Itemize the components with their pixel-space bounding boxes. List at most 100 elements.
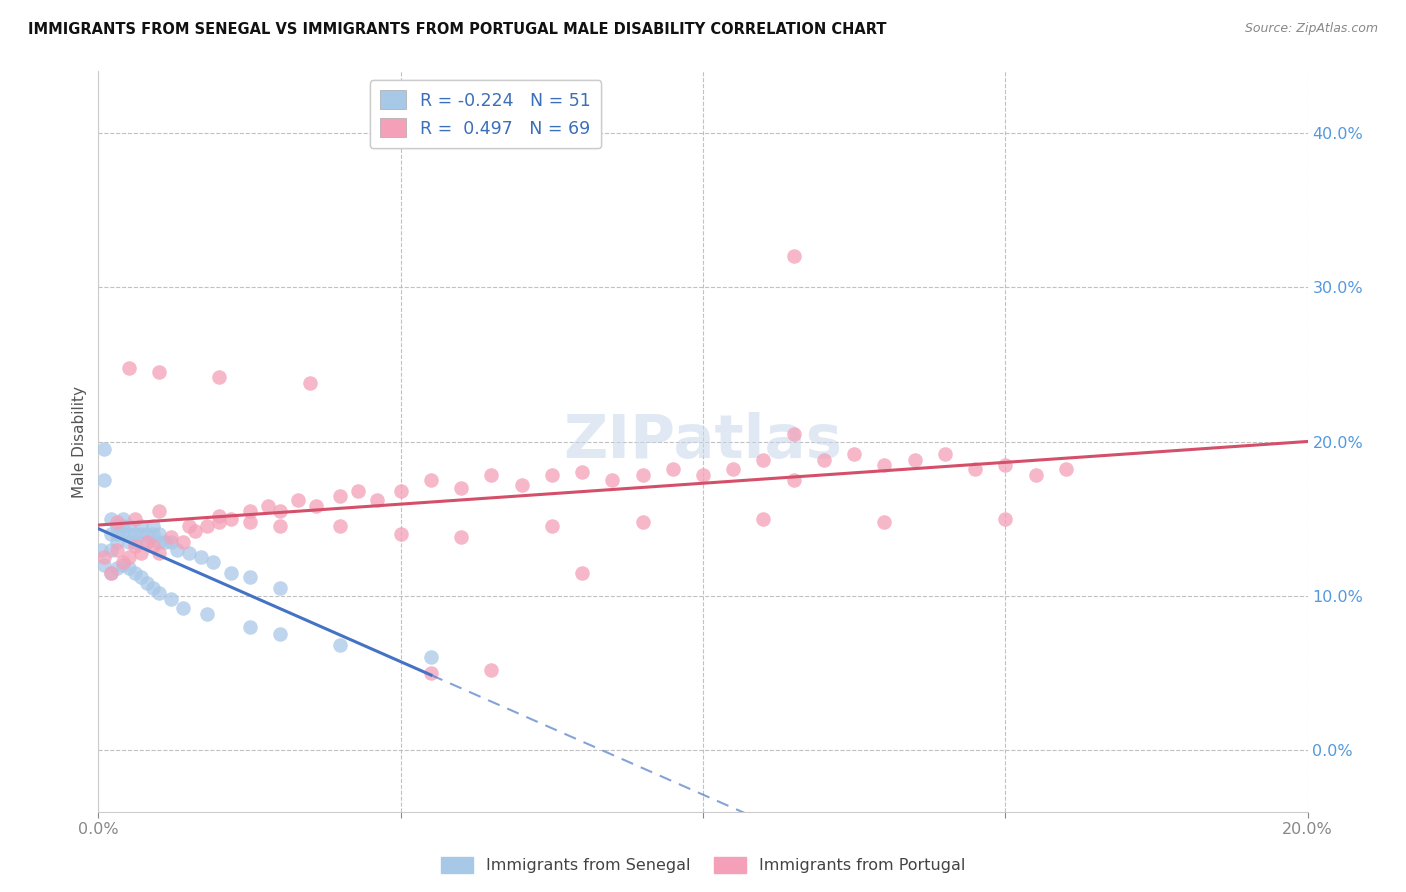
- Point: [172, 534, 194, 549]
- Point: [118, 519, 141, 533]
- Point: [142, 527, 165, 541]
- Point: [723, 462, 745, 476]
- Point: [450, 481, 472, 495]
- Point: [111, 519, 134, 533]
- Point: [124, 566, 146, 580]
- Point: [202, 555, 225, 569]
- Point: [602, 473, 624, 487]
- Y-axis label: Male Disability: Male Disability: [72, 385, 87, 498]
- Point: [129, 519, 152, 533]
- Point: [269, 504, 291, 518]
- Point: [631, 468, 654, 483]
- Point: [93, 558, 115, 572]
- Point: [783, 250, 806, 264]
- Point: [256, 500, 278, 514]
- Point: [129, 546, 152, 560]
- Point: [148, 585, 170, 599]
- Point: [118, 550, 141, 565]
- Point: [329, 638, 352, 652]
- Point: [481, 468, 503, 483]
- Point: [873, 515, 896, 529]
- Point: [142, 540, 165, 554]
- Point: [111, 558, 134, 572]
- Legend: R = -0.224   N = 51, R =  0.497   N = 69: R = -0.224 N = 51, R = 0.497 N = 69: [370, 80, 602, 148]
- Point: [1024, 468, 1046, 483]
- Point: [347, 483, 370, 498]
- Point: [510, 477, 533, 491]
- Point: [420, 665, 443, 680]
- Point: [142, 519, 165, 533]
- Point: [148, 504, 170, 518]
- Point: [661, 462, 683, 476]
- Point: [420, 650, 443, 665]
- Point: [111, 527, 134, 541]
- Point: [100, 566, 122, 580]
- Point: [118, 527, 141, 541]
- Point: [994, 511, 1017, 525]
- Text: ZIPatlas: ZIPatlas: [564, 412, 842, 471]
- Point: [124, 540, 146, 554]
- Point: [269, 519, 291, 533]
- Point: [100, 511, 122, 525]
- Point: [366, 493, 388, 508]
- Point: [179, 519, 201, 533]
- Point: [160, 530, 183, 544]
- Point: [783, 473, 806, 487]
- Point: [239, 504, 262, 518]
- Point: [135, 534, 157, 549]
- Point: [813, 453, 835, 467]
- Point: [129, 527, 152, 541]
- Point: [135, 534, 157, 549]
- Point: [148, 546, 170, 560]
- Point: [93, 473, 115, 487]
- Point: [111, 555, 134, 569]
- Point: [481, 663, 503, 677]
- Point: [752, 453, 775, 467]
- Point: [184, 524, 207, 538]
- Point: [239, 619, 262, 633]
- Point: [105, 519, 128, 533]
- Point: [105, 534, 128, 549]
- Text: Source: ZipAtlas.com: Source: ZipAtlas.com: [1244, 22, 1378, 36]
- Point: [124, 527, 146, 541]
- Point: [105, 561, 128, 575]
- Point: [105, 542, 128, 557]
- Point: [221, 511, 243, 525]
- Point: [571, 466, 593, 480]
- Point: [994, 458, 1017, 472]
- Point: [208, 515, 231, 529]
- Point: [540, 468, 562, 483]
- Point: [450, 530, 472, 544]
- Point: [329, 489, 352, 503]
- Point: [389, 527, 412, 541]
- Point: [135, 527, 157, 541]
- Point: [287, 493, 309, 508]
- Point: [692, 468, 714, 483]
- Point: [540, 519, 562, 533]
- Point: [305, 500, 328, 514]
- Point: [904, 453, 927, 467]
- Point: [195, 519, 218, 533]
- Point: [571, 566, 593, 580]
- Point: [239, 570, 262, 584]
- Point: [135, 576, 157, 591]
- Point: [783, 426, 806, 441]
- Point: [172, 601, 194, 615]
- Point: [166, 542, 188, 557]
- Point: [208, 369, 231, 384]
- Point: [93, 442, 115, 457]
- Point: [100, 527, 122, 541]
- Point: [148, 534, 170, 549]
- Point: [269, 627, 291, 641]
- Legend: Immigrants from Senegal, Immigrants from Portugal: Immigrants from Senegal, Immigrants from…: [434, 850, 972, 880]
- Point: [844, 447, 866, 461]
- Point: [389, 483, 412, 498]
- Point: [965, 462, 987, 476]
- Point: [105, 515, 128, 529]
- Point: [100, 566, 122, 580]
- Point: [329, 519, 352, 533]
- Point: [190, 550, 212, 565]
- Point: [142, 581, 165, 595]
- Point: [160, 534, 183, 549]
- Point: [208, 508, 231, 523]
